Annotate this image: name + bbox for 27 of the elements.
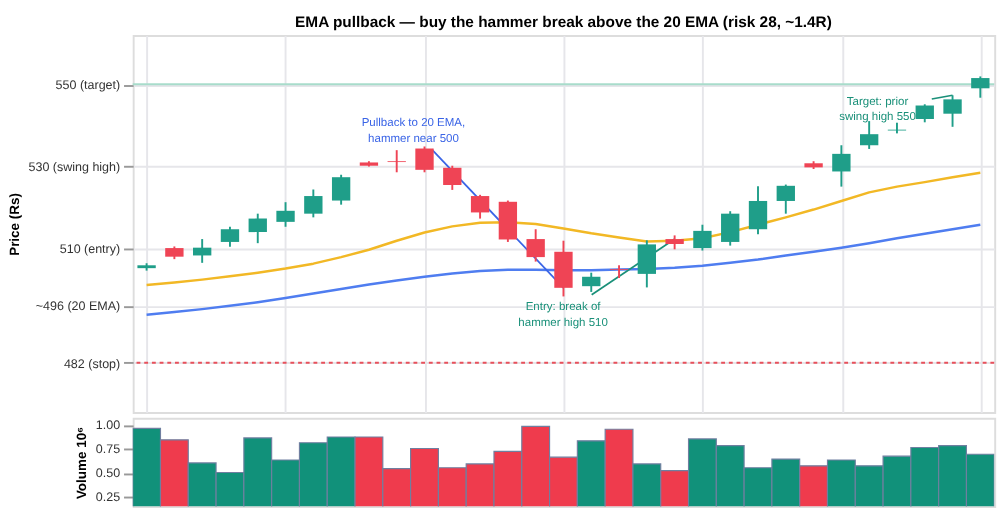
candlestick: [721, 210, 740, 247]
candlestick: [832, 144, 851, 188]
candlestick: [415, 145, 434, 174]
candlestick: [498, 199, 518, 243]
candlestick: [387, 149, 406, 174]
candlestick: [860, 120, 879, 150]
candlestick: [443, 164, 462, 191]
candlestick: [582, 271, 601, 293]
candlestick: [748, 185, 768, 236]
candlestick: [304, 188, 323, 219]
candlestick: [943, 94, 962, 128]
candlestick: [526, 228, 545, 263]
candlestick: [776, 183, 795, 215]
candlestick: [609, 264, 629, 279]
candlestick: [554, 239, 573, 298]
candlestick: [693, 223, 712, 252]
candlestick: [276, 201, 295, 228]
candlestick: [971, 75, 990, 99]
candlestick: [248, 212, 267, 245]
line-series: [145, 171, 982, 287]
candlestick: [637, 239, 657, 289]
line-series: [145, 223, 982, 317]
candlestick: [220, 225, 240, 248]
candlestick: [331, 173, 351, 206]
candlestick: [915, 103, 934, 124]
chart-title: EMA pullback — buy the hammer break above the 20 EMA (risk 28, ~1.4R): [295, 13, 833, 32]
candlestick: [470, 193, 490, 220]
